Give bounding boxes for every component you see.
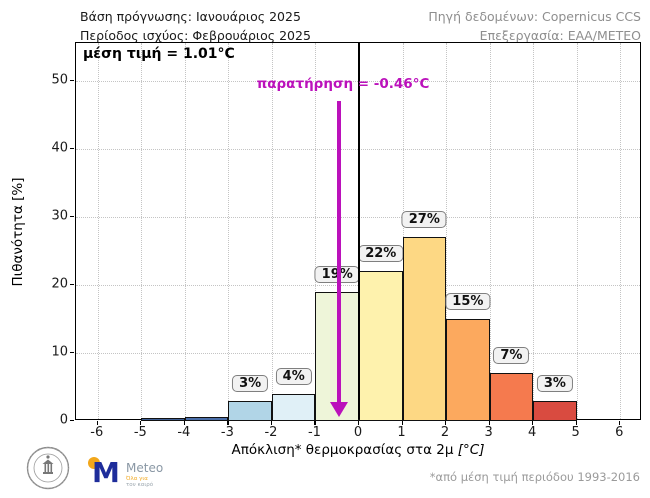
- histogram-bar: [359, 271, 403, 421]
- x-tick-mark: [96, 421, 98, 425]
- vertical-gridline: [141, 43, 143, 419]
- meteo-tagline: Όλα για τον καιρό: [126, 476, 153, 488]
- vertical-gridline: [271, 43, 273, 419]
- x-tick-mark: [445, 421, 447, 425]
- x-tick-mark: [532, 421, 534, 425]
- vertical-gridline: [402, 43, 404, 419]
- data-source-line: Πηγή δεδομένων: Copernicus CCS: [428, 9, 641, 24]
- meteo-sun-icon: [88, 457, 100, 469]
- y-tick-label: 30: [51, 208, 68, 224]
- x-tick-label: 6: [615, 425, 624, 440]
- y-tick-mark: [70, 420, 74, 422]
- x-tick-label: -4: [177, 425, 191, 440]
- histogram-bar: [402, 237, 447, 421]
- forecast-basis-header: Βάση πρόγνωσης: Ιανουάριος 2025 Περίοδος…: [80, 7, 311, 45]
- bar-value-label: 27%: [401, 211, 447, 229]
- x-tick-mark: [314, 421, 316, 425]
- x-tick-label: -3: [220, 425, 234, 440]
- x-tick-mark: [270, 421, 273, 425]
- vertical-gridline: [97, 43, 99, 419]
- observation-arrow-line: [337, 101, 341, 402]
- x-tick-mark: [140, 421, 142, 425]
- x-tick-label: -5: [133, 425, 147, 440]
- x-tick-label: -6: [90, 425, 104, 440]
- observatory-seal-icon: [26, 446, 70, 490]
- bar-value-label: 19%: [314, 265, 360, 283]
- x-tick-mark: [183, 421, 186, 425]
- bar-value-label: 7%: [493, 347, 530, 365]
- validity-period-line: Περίοδος ισχύος: Φεβρουάριος 2025: [80, 28, 311, 43]
- vertical-gridline: [576, 43, 578, 419]
- x-tick-label: 5: [571, 425, 580, 440]
- histogram-bar: [533, 400, 577, 421]
- meteo-tagline-line1: Όλα για: [126, 476, 148, 482]
- vertical-gridline: [620, 43, 622, 419]
- histogram-bar: [184, 416, 229, 421]
- x-tick-mark: [401, 421, 403, 425]
- observation-arrow-head-icon: [329, 402, 348, 417]
- vertical-gridline: [533, 43, 535, 419]
- bar-value-label: 4%: [275, 367, 312, 385]
- x-tick-label: 0: [353, 425, 363, 440]
- vertical-gridline: [184, 43, 186, 419]
- y-tick-label: 0: [59, 412, 68, 428]
- y-tick-mark: [70, 352, 74, 354]
- y-axis-title: Πιθανότητα [%]: [10, 177, 26, 287]
- observatory-seal-logo: [26, 446, 70, 494]
- vertical-gridline: [315, 43, 317, 419]
- y-tick-label: 50: [51, 72, 68, 88]
- x-axis-title-text: Απόκλιση* θερμοκρασίας στα 2μ: [231, 442, 458, 458]
- processing-line: Επεξεργασία: ΕΑΑ/ΜΕΤΕΟ: [479, 28, 641, 43]
- x-tick-label: 3: [484, 425, 493, 440]
- vertical-gridline: [228, 43, 230, 419]
- x-tick-mark: [488, 421, 490, 425]
- y-tick-mark: [70, 284, 74, 286]
- bar-value-label: 3%: [232, 374, 269, 392]
- zero-reference-line: [357, 43, 361, 419]
- observation-annotation: παρατήρηση = -0.46°C: [256, 76, 430, 92]
- x-tick-label: -1: [307, 425, 321, 440]
- bar-value-label: 3%: [536, 374, 573, 392]
- histogram-bar: [489, 373, 534, 421]
- y-tick-mark: [70, 216, 74, 218]
- histogram-bar: [141, 418, 185, 421]
- plot-area: 3%4%19%22%27%15%7%3% μέση τιμή = 1.01°C …: [75, 42, 641, 421]
- meteo-logo: M Meteo Όλα για τον καιρό: [82, 452, 164, 494]
- x-axis-title-unit: [°C]: [457, 442, 485, 458]
- meteo-tagline-line2: τον καιρό: [126, 482, 154, 488]
- x-tick-mark: [575, 421, 577, 425]
- x-tick-label: 2: [440, 425, 450, 440]
- histogram-bar: [446, 319, 490, 421]
- meteo-wordmark: Meteo: [126, 461, 164, 475]
- x-axis-title: Απόκλιση* θερμοκρασίας στα 2μ [°C]: [232, 442, 485, 458]
- vertical-gridline: [446, 43, 448, 419]
- x-tick-mark: [358, 421, 360, 425]
- x-tick-mark: [227, 421, 229, 425]
- y-tick-mark: [70, 148, 74, 150]
- data-source-header: Πηγή δεδομένων: Copernicus CCS Επεξεργασ…: [428, 7, 641, 45]
- mean-value-annotation: μέση τιμή = 1.01°C: [83, 46, 235, 62]
- y-tick-label: 20: [51, 276, 68, 292]
- y-tick-mark: [70, 80, 74, 82]
- footnote: *από μέση τιμή περιόδου 1993-2016: [429, 470, 640, 484]
- bar-value-label: 22%: [358, 245, 404, 263]
- x-tick-label: 1: [397, 425, 406, 440]
- x-tick-label: -2: [264, 425, 278, 440]
- x-tick-mark: [619, 421, 621, 425]
- forecast-basis-line: Βάση πρόγνωσης: Ιανουάριος 2025: [80, 9, 301, 24]
- x-tick-label: 4: [528, 425, 537, 440]
- histogram-bar: [315, 291, 359, 421]
- y-tick-label: 10: [51, 344, 68, 360]
- histogram-bar: [228, 400, 272, 421]
- vertical-gridline: [489, 43, 491, 419]
- y-tick-label: 40: [51, 140, 68, 156]
- histogram-bar: [271, 393, 316, 421]
- meteo-m-icon: M: [92, 456, 120, 489]
- bar-value-label: 15%: [445, 293, 491, 311]
